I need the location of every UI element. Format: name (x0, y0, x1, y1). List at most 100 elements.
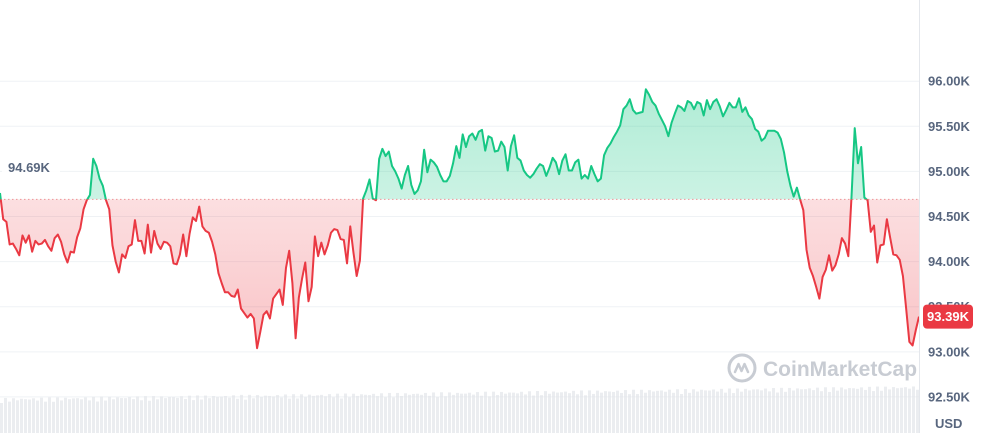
volume-bar (212, 396, 215, 433)
volume-bar (788, 387, 791, 433)
currency-unit-label: USD (935, 416, 962, 431)
coinmarketcap-logo-icon (727, 353, 757, 383)
baseline-label-text: 94.69K (8, 160, 51, 175)
volume-bar (840, 387, 843, 433)
y-tick-label: 94.00K (928, 254, 971, 269)
volume-bar (588, 390, 591, 433)
volume-bar (680, 393, 683, 433)
volume-bar (176, 397, 179, 433)
volume-bar (900, 387, 903, 433)
volume-bar (208, 398, 211, 433)
price-line-down (0, 199, 919, 350)
volume-bar (596, 390, 599, 433)
volume-bar (740, 391, 743, 433)
volume-bar (352, 393, 355, 433)
volume-bar (916, 389, 919, 433)
volume-bar (44, 401, 47, 433)
volume-bar (200, 399, 203, 433)
volume-bar (348, 397, 351, 433)
volume-bar (852, 388, 855, 433)
volume-bar (484, 391, 487, 433)
volume-bar (468, 392, 471, 433)
volume-bar (340, 398, 343, 433)
volume-bar (408, 394, 411, 433)
volume-bar (288, 398, 291, 433)
volume-bar (652, 391, 655, 433)
volume-bar (752, 389, 755, 433)
volume-bar (104, 400, 107, 433)
volume-bar (832, 387, 835, 433)
volume-bar (696, 391, 699, 433)
volume-bar (148, 400, 151, 433)
volume-bar (488, 396, 491, 433)
volume-bar (216, 396, 219, 433)
volume-bar (476, 392, 479, 433)
y-tick-label: 95.00K (928, 164, 971, 179)
volume-bar (812, 390, 815, 433)
volume-bar (16, 400, 19, 433)
volume-bar (300, 394, 303, 433)
volume-bar (332, 397, 335, 433)
volume-bar (756, 389, 759, 433)
volume-bar (376, 396, 379, 433)
volume-bar (632, 389, 635, 433)
volume-bar (772, 388, 775, 433)
volume-bar (400, 396, 403, 433)
volume-bar (720, 388, 723, 433)
volume-bar (292, 394, 295, 433)
volume-bar (776, 392, 779, 433)
volume-bar (64, 397, 67, 433)
volume-bar (164, 398, 167, 433)
volume-bar (912, 386, 915, 433)
volume-bar (904, 387, 907, 433)
volume-bar (308, 394, 311, 433)
volume-bar (220, 396, 223, 433)
volume-bar (140, 400, 143, 433)
volume-bar (724, 392, 727, 433)
volume-bar (316, 395, 319, 433)
volume-bar (508, 392, 511, 433)
volume-bar (784, 391, 787, 433)
volume-bar (180, 396, 183, 433)
volume-bar (836, 390, 839, 433)
volume-bar (512, 392, 515, 433)
volume-bar (496, 394, 499, 433)
volume-bar (336, 393, 339, 433)
volume-bar (4, 397, 7, 433)
volume-bar (692, 389, 695, 433)
volume-bar (656, 390, 659, 433)
volume-bar (864, 389, 867, 433)
volume-bar (744, 388, 747, 433)
volume-bar (368, 395, 371, 433)
volume-bar (92, 396, 95, 433)
volume-bar (800, 389, 803, 433)
volume-bar (96, 401, 99, 433)
volume-bar (584, 395, 587, 433)
volume-bar (228, 397, 231, 433)
volume-bar (844, 389, 847, 433)
volume-bar (28, 399, 31, 433)
volume-bars (0, 386, 919, 433)
volume-bar (848, 388, 851, 433)
volume-bar (592, 393, 595, 433)
volume-bar (24, 399, 27, 433)
y-axis-ticks: 92.50K93.00K93.50K94.00K94.50K95.00K95.5… (928, 74, 971, 405)
volume-bar (252, 398, 255, 433)
volume-bar (356, 395, 359, 433)
y-tick-label: 93.00K (928, 344, 971, 359)
volume-bar (604, 391, 607, 433)
volume-bar (524, 394, 527, 433)
volume-bar (60, 400, 63, 433)
volume-bar (420, 394, 423, 433)
volume-bar (684, 389, 687, 433)
volume-bar (764, 388, 767, 433)
volume-bar (540, 395, 543, 433)
volume-bar (700, 389, 703, 433)
volume-bar (628, 394, 631, 433)
volume-bar (552, 391, 555, 433)
volume-bar (472, 394, 475, 433)
watermark-text: CoinMarketCap (763, 358, 917, 381)
volume-bar (860, 387, 863, 433)
volume-bar (424, 392, 427, 433)
